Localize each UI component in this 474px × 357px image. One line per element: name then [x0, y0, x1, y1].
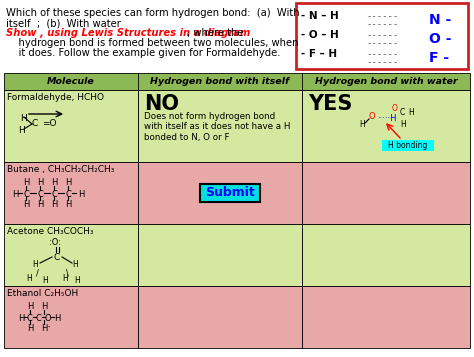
- Text: C: C: [37, 190, 43, 199]
- Text: H: H: [65, 200, 71, 209]
- Text: H: H: [27, 324, 33, 333]
- Text: H: H: [400, 120, 406, 129]
- Text: O: O: [45, 314, 52, 323]
- Text: H bonding: H bonding: [388, 141, 428, 150]
- Text: H: H: [18, 314, 24, 323]
- Text: , where the: , where the: [184, 28, 244, 38]
- Bar: [4, 286, 138, 348]
- Bar: [4, 162, 138, 224]
- Text: H: H: [41, 302, 47, 311]
- Text: H: H: [20, 114, 27, 123]
- Text: O: O: [392, 104, 398, 113]
- Text: C: C: [54, 253, 60, 262]
- Text: - F – H: - F – H: [301, 49, 337, 59]
- Text: ------: ------: [366, 12, 398, 21]
- Bar: [200, 184, 260, 202]
- Text: O -: O -: [429, 32, 452, 46]
- Text: F -: F -: [429, 51, 449, 65]
- Text: C: C: [400, 108, 405, 117]
- Text: H: H: [32, 260, 38, 269]
- Text: NO: NO: [144, 94, 179, 114]
- Bar: [302, 90, 470, 162]
- Text: H: H: [62, 274, 68, 283]
- Bar: [296, 3, 468, 69]
- Text: H: H: [74, 276, 80, 285]
- Text: YES: YES: [308, 94, 352, 114]
- Text: hydrogen bond is formed between two molecules, when: hydrogen bond is formed between two mole…: [6, 38, 299, 48]
- Bar: [302, 286, 470, 348]
- Text: Show , using Lewis Structures in a diagram: Show , using Lewis Structures in a diagr…: [6, 28, 250, 38]
- Text: ------: ------: [366, 31, 398, 40]
- Text: ..: ..: [46, 322, 51, 328]
- Text: C: C: [51, 190, 57, 199]
- Text: H: H: [18, 126, 25, 135]
- Text: Submit: Submit: [205, 186, 255, 200]
- Bar: [138, 90, 302, 162]
- Text: ------: ------: [366, 39, 398, 48]
- Bar: [138, 286, 302, 348]
- Text: C: C: [23, 190, 29, 199]
- Text: C: C: [36, 314, 42, 323]
- Text: Acetone CH₃COCH₃: Acetone CH₃COCH₃: [7, 227, 93, 236]
- Text: Hydrogen bond with itself: Hydrogen bond with itself: [150, 77, 290, 86]
- Text: ------: ------: [366, 58, 398, 67]
- Text: H: H: [65, 178, 71, 187]
- Text: C: C: [32, 119, 38, 128]
- Text: Molecule: Molecule: [47, 77, 95, 86]
- Text: H: H: [23, 178, 29, 187]
- Bar: [302, 162, 470, 224]
- Bar: [4, 73, 470, 90]
- Text: H: H: [51, 200, 57, 209]
- Text: H: H: [23, 200, 29, 209]
- Text: Formaldehyde, HCHO: Formaldehyde, HCHO: [7, 93, 104, 102]
- Text: /: /: [36, 268, 39, 277]
- Text: - N – H: - N – H: [301, 11, 339, 21]
- Text: ------: ------: [366, 20, 398, 29]
- Text: H: H: [41, 324, 47, 333]
- Text: it does. Follow the example given for Formaldehyde.: it does. Follow the example given for Fo…: [6, 48, 281, 58]
- Bar: [302, 224, 470, 286]
- Text: H: H: [359, 120, 365, 129]
- Text: ·····H: ·····H: [377, 114, 396, 123]
- Bar: [4, 90, 138, 162]
- Text: O: O: [369, 112, 375, 121]
- Text: =O: =O: [42, 119, 56, 128]
- Text: H: H: [37, 200, 43, 209]
- Text: - O – H: - O – H: [301, 30, 339, 40]
- Text: H: H: [51, 178, 57, 187]
- Text: H: H: [27, 302, 33, 311]
- Text: H: H: [37, 178, 43, 187]
- Text: itself  ;  (b)  With water: itself ; (b) With water: [6, 18, 121, 28]
- Text: :O:: :O:: [49, 238, 61, 247]
- Text: H: H: [42, 276, 48, 285]
- Text: Does not form hydrogen bond
with itself as it does not have a H
bonded to N, O o: Does not form hydrogen bond with itself …: [144, 112, 291, 142]
- Text: ..: ..: [46, 310, 51, 316]
- Text: H: H: [54, 314, 60, 323]
- Text: Butane , CH₃CH₂CH₂CH₃: Butane , CH₃CH₂CH₂CH₃: [7, 165, 114, 174]
- Bar: [138, 224, 302, 286]
- FancyBboxPatch shape: [382, 140, 434, 151]
- Text: Which of these species can form hydrogen bond:  (a)  With: Which of these species can form hydrogen…: [6, 8, 300, 18]
- Text: C: C: [65, 190, 71, 199]
- Text: \: \: [66, 268, 69, 277]
- Text: C: C: [27, 314, 33, 323]
- Bar: [4, 224, 138, 286]
- Text: Ethanol C₂H₅OH: Ethanol C₂H₅OH: [7, 289, 78, 298]
- Text: H: H: [408, 108, 414, 117]
- Text: ------: ------: [366, 50, 398, 59]
- Text: H: H: [12, 190, 18, 199]
- Text: H: H: [26, 274, 32, 283]
- Bar: [138, 162, 302, 224]
- Text: H: H: [78, 190, 84, 199]
- Text: Hydrogen bond with water: Hydrogen bond with water: [315, 77, 457, 86]
- Text: H: H: [72, 260, 78, 269]
- Text: N -: N -: [429, 13, 451, 27]
